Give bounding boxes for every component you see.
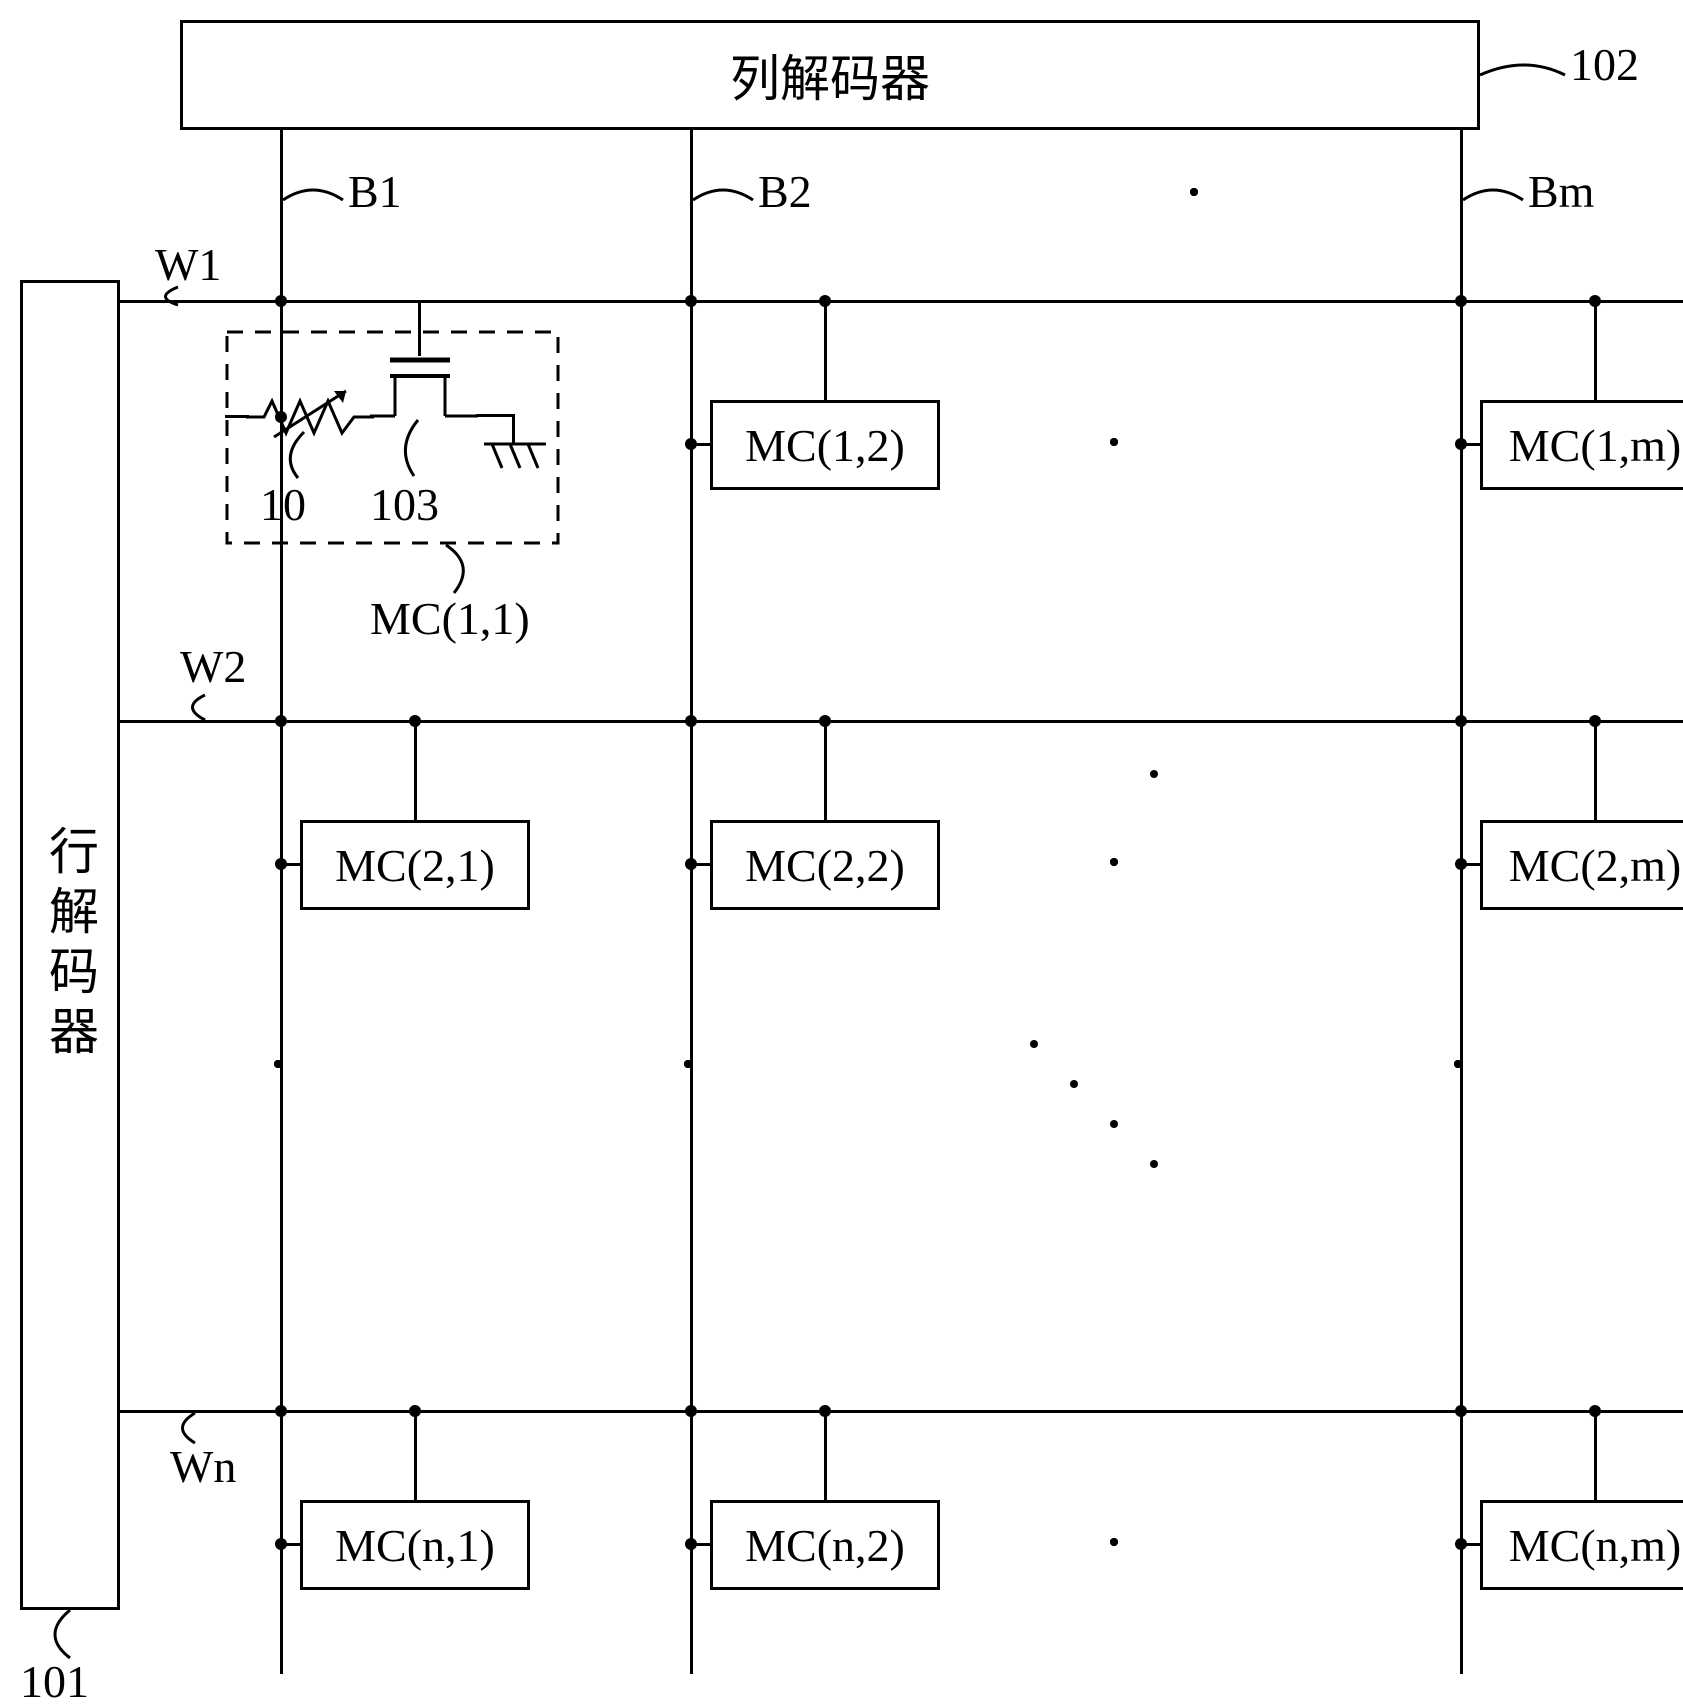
wordline-W1 xyxy=(120,300,1683,303)
label-W2: W2 xyxy=(180,640,246,693)
junction-dot xyxy=(1589,1405,1601,1417)
gate-wire xyxy=(418,300,421,356)
cell-1m: MC(1,m) xyxy=(1480,400,1683,490)
cell-stub-v xyxy=(1594,1410,1597,1500)
ref-102: 102 xyxy=(1570,38,1639,91)
leader-101 xyxy=(45,1610,95,1660)
row-decoder-label: 行解码器 xyxy=(34,825,106,1065)
cell-22-label: MC(2,2) xyxy=(745,839,905,892)
label-B1: B1 xyxy=(348,165,402,218)
bitline-Bm xyxy=(1460,130,1463,1674)
column-decoder: 列解码器 xyxy=(180,20,1480,130)
cell-n1-label: MC(n,1) xyxy=(335,1519,495,1572)
cell-21-label: MC(2,1) xyxy=(335,839,495,892)
diagram-canvas: 列解码器 102 行解码器 101 B1 B2 Bm W1 W2 W xyxy=(0,0,1683,1674)
junction-dot xyxy=(1589,295,1601,307)
junction-dot xyxy=(1455,1405,1467,1417)
junction-dot xyxy=(685,1538,697,1550)
label-W1: W1 xyxy=(155,238,221,291)
leader-102 xyxy=(1480,60,1570,90)
junction-dot xyxy=(819,715,831,727)
cell-stub-v xyxy=(824,1410,827,1500)
cell-n2: MC(n,2) xyxy=(710,1500,940,1590)
row-decoder: 行解码器 xyxy=(20,280,120,1610)
cell-stub-v xyxy=(824,300,827,400)
ref-10: 10 xyxy=(260,478,306,531)
wordline-W2 xyxy=(120,720,1683,723)
junction-dot xyxy=(1589,715,1601,727)
junction-dot xyxy=(685,438,697,450)
junction-dot xyxy=(685,1405,697,1417)
leader-B1 xyxy=(283,185,353,225)
junction-dot xyxy=(409,715,421,727)
junction-dot xyxy=(1455,715,1467,727)
cell-stub-v xyxy=(414,1410,417,1500)
cell-11-label: MC(1,1) xyxy=(370,592,530,645)
junction-dot xyxy=(275,411,287,423)
junction-dot xyxy=(685,858,697,870)
leader-W2 xyxy=(185,695,225,725)
junction-dot xyxy=(275,858,287,870)
cell-nm: MC(n,m) xyxy=(1480,1500,1683,1590)
junction-dot xyxy=(275,715,287,727)
cell-wire-left xyxy=(225,415,249,418)
stray-dot xyxy=(1150,770,1158,778)
junction-dot xyxy=(685,715,697,727)
junction-dot xyxy=(1455,1538,1467,1550)
cell-12-label: MC(1,2) xyxy=(745,419,905,472)
cell-stub-v xyxy=(824,720,827,820)
junction-dot xyxy=(409,1405,421,1417)
cell-1m-label: MC(1,m) xyxy=(1509,419,1682,472)
cell-nm-label: MC(n,m) xyxy=(1509,1519,1682,1572)
junction-dot xyxy=(275,1538,287,1550)
junction-dot xyxy=(819,295,831,307)
junction-dot xyxy=(1455,858,1467,870)
junction-dot xyxy=(819,1405,831,1417)
leader-mc11 xyxy=(446,545,486,595)
column-decoder-label: 列解码器 xyxy=(730,39,930,111)
leader-Bm xyxy=(1463,185,1533,225)
junction-dot xyxy=(275,1405,287,1417)
cell-12: MC(1,2) xyxy=(710,400,940,490)
wordline-Wn xyxy=(120,1410,1683,1413)
cell-stub-v xyxy=(1594,300,1597,400)
junction-dot xyxy=(685,295,697,307)
junction-dot xyxy=(1455,295,1467,307)
ground-icon xyxy=(484,440,546,476)
leader-W1 xyxy=(158,287,198,307)
cell-wire-right xyxy=(476,414,514,417)
cell-stub-v xyxy=(414,720,417,820)
cell-n2-label: MC(n,2) xyxy=(745,1519,905,1572)
junction-dot xyxy=(1455,438,1467,450)
ref-103: 103 xyxy=(370,478,439,531)
bitline-B2 xyxy=(690,130,693,1674)
leader-10 xyxy=(280,432,320,480)
cell-2m-label: MC(2,m) xyxy=(1509,839,1682,892)
leader-103 xyxy=(400,420,440,478)
cell-2m: MC(2,m) xyxy=(1480,820,1683,910)
ref-101: 101 xyxy=(20,1655,89,1708)
label-Bm: Bm xyxy=(1528,165,1594,218)
junction-dot xyxy=(275,295,287,307)
cell-n1: MC(n,1) xyxy=(300,1500,530,1590)
label-B2: B2 xyxy=(758,165,812,218)
leader-B2 xyxy=(693,185,763,225)
cell-21: MC(2,1) xyxy=(300,820,530,910)
cell-22: MC(2,2) xyxy=(710,820,940,910)
leader-Wn xyxy=(175,1413,215,1448)
cell-stub-v xyxy=(1594,720,1597,820)
